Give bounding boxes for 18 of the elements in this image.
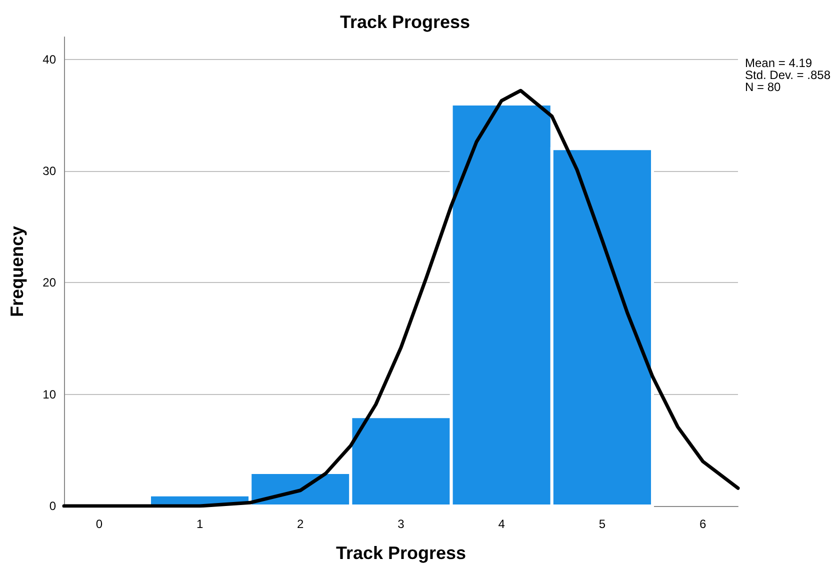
x-tick-label: 4 (498, 517, 506, 531)
x-tick-label: 3 (398, 517, 405, 531)
x-tick-label: 2 (297, 517, 304, 531)
text: Mean = 4.19 (745, 56, 812, 70)
y-tick-label: 0 (49, 499, 56, 513)
y-tick-label: 10 (42, 387, 56, 402)
x-axis-title: Track Progress (336, 543, 466, 563)
y-axis-title: Frequency (7, 226, 27, 318)
chart-title: Track Progress (340, 12, 470, 32)
text: Std. Dev. = .858 (745, 68, 831, 82)
y-tick-label: 30 (42, 164, 56, 178)
x-tick-label: 1 (196, 517, 204, 531)
x-tick-label: 6 (699, 517, 706, 531)
y-tick-label: 40 (42, 52, 56, 66)
x-tick-label: 0 (96, 517, 103, 531)
x-tick-label: 5 (598, 517, 606, 531)
y-tick-label: 20 (42, 276, 56, 290)
text: N = 80 (745, 80, 782, 94)
